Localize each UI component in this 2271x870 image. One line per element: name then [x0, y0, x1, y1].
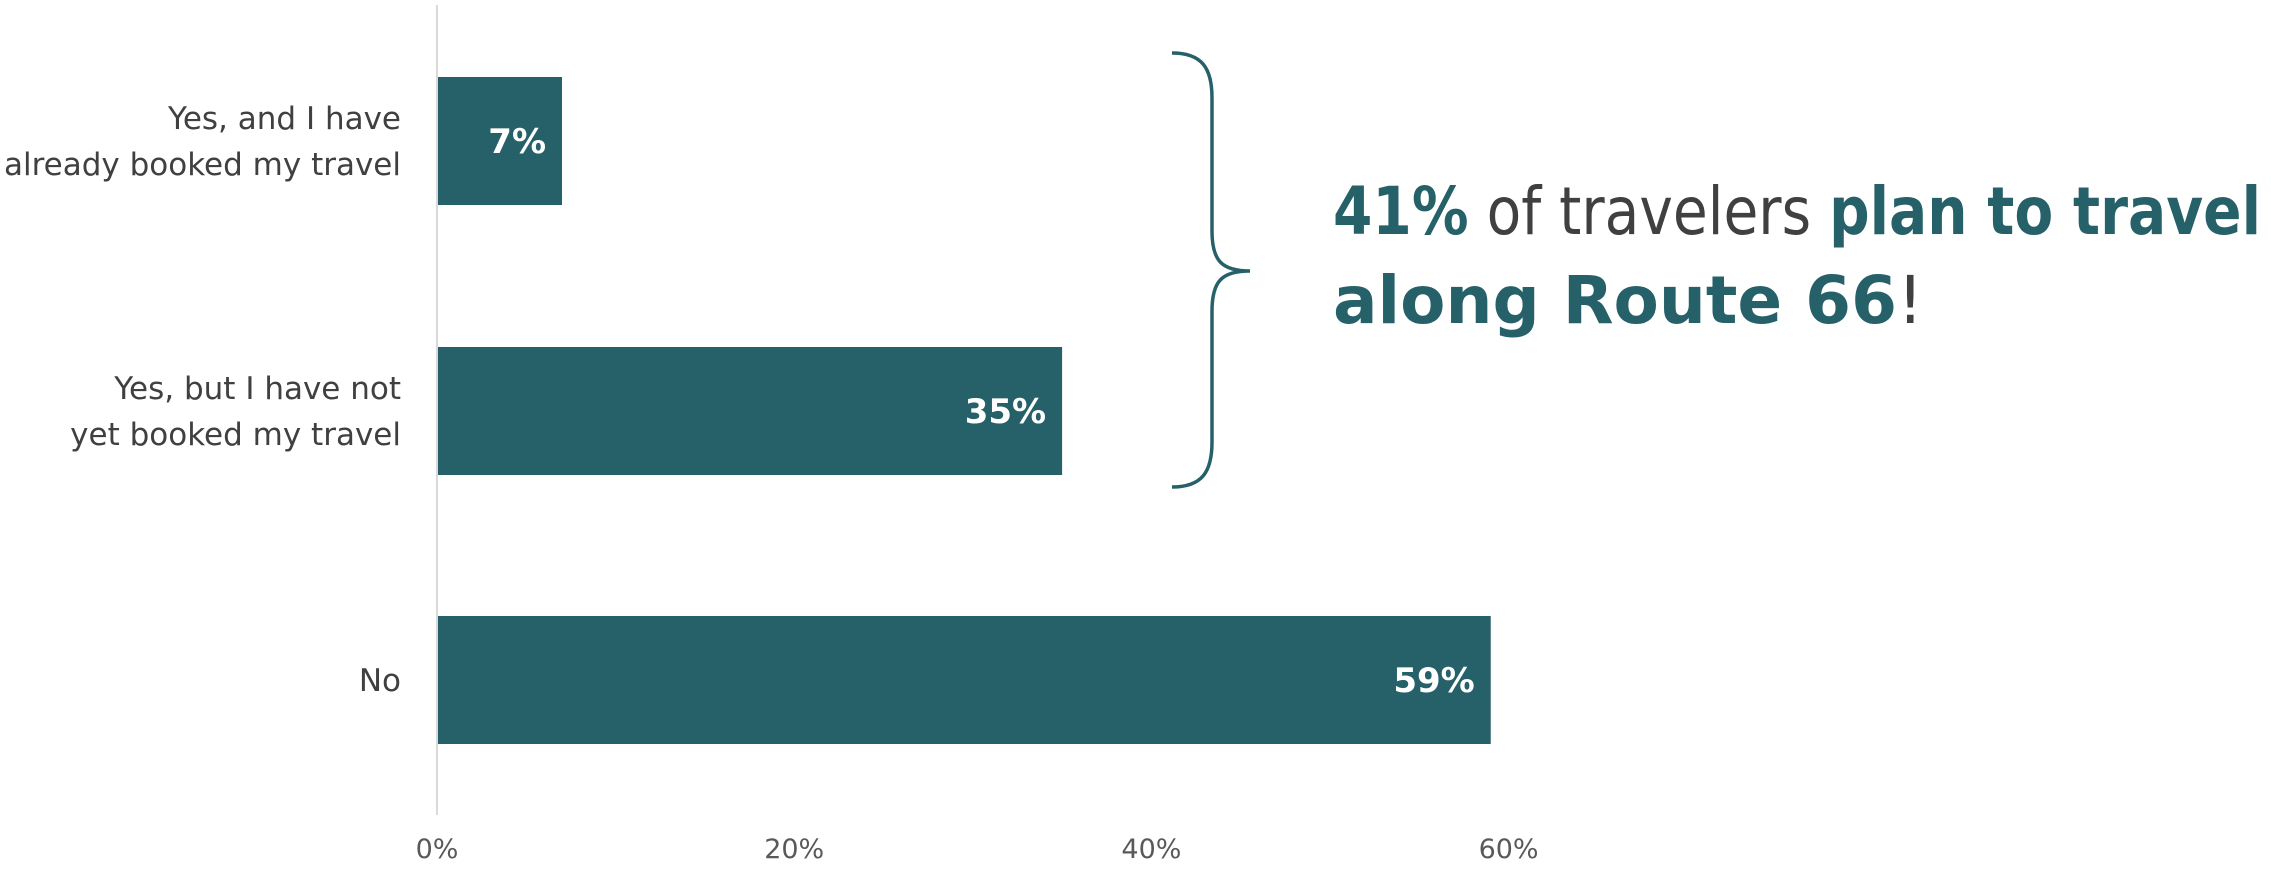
bars-layer: 7% 35% 59%	[437, 77, 1491, 744]
callout-segment: along Route 66	[1333, 262, 1897, 339]
bar-1	[437, 347, 1063, 475]
callout-segment: !	[1897, 262, 1923, 339]
data-label-0: 7%	[488, 122, 546, 162]
callout-annotation: 41% of travelers plan to travel along Rou…	[1333, 173, 2261, 339]
category-label-line: already booked my travel	[4, 147, 401, 183]
bar-2	[437, 616, 1491, 744]
callout-brace	[1171, 51, 1251, 489]
bar-0	[437, 77, 563, 205]
callout-line-2: along Route 66!	[1333, 262, 1923, 339]
x-tick-label: 20%	[764, 834, 824, 865]
callout-line-1: 41% of travelers plan to travel	[1333, 173, 2261, 250]
data-label-1: 35%	[965, 392, 1046, 432]
callout-segment: of travelers	[1469, 173, 1830, 250]
category-label-line: No	[359, 663, 401, 699]
category-label-line: Yes, but I have not	[113, 371, 401, 407]
callout-segment: plan to travel	[1829, 173, 2261, 250]
x-tick-label: 40%	[1121, 834, 1181, 865]
callout-segment: 41%	[1333, 173, 1469, 250]
x-tick-label: 60%	[1479, 834, 1539, 865]
x-tick-label: 0%	[416, 834, 459, 865]
category-label-0: Yes, and I have already booked my travel	[4, 101, 401, 183]
x-axis-ticks: 0% 20% 40% 60%	[416, 834, 1539, 865]
category-label-2: No	[359, 663, 401, 699]
data-label-2: 59%	[1393, 661, 1474, 701]
category-label-line: Yes, and I have	[167, 101, 401, 137]
category-label-1: Yes, but I have not yet booked my travel	[70, 371, 401, 453]
category-label-line: yet booked my travel	[70, 417, 401, 453]
